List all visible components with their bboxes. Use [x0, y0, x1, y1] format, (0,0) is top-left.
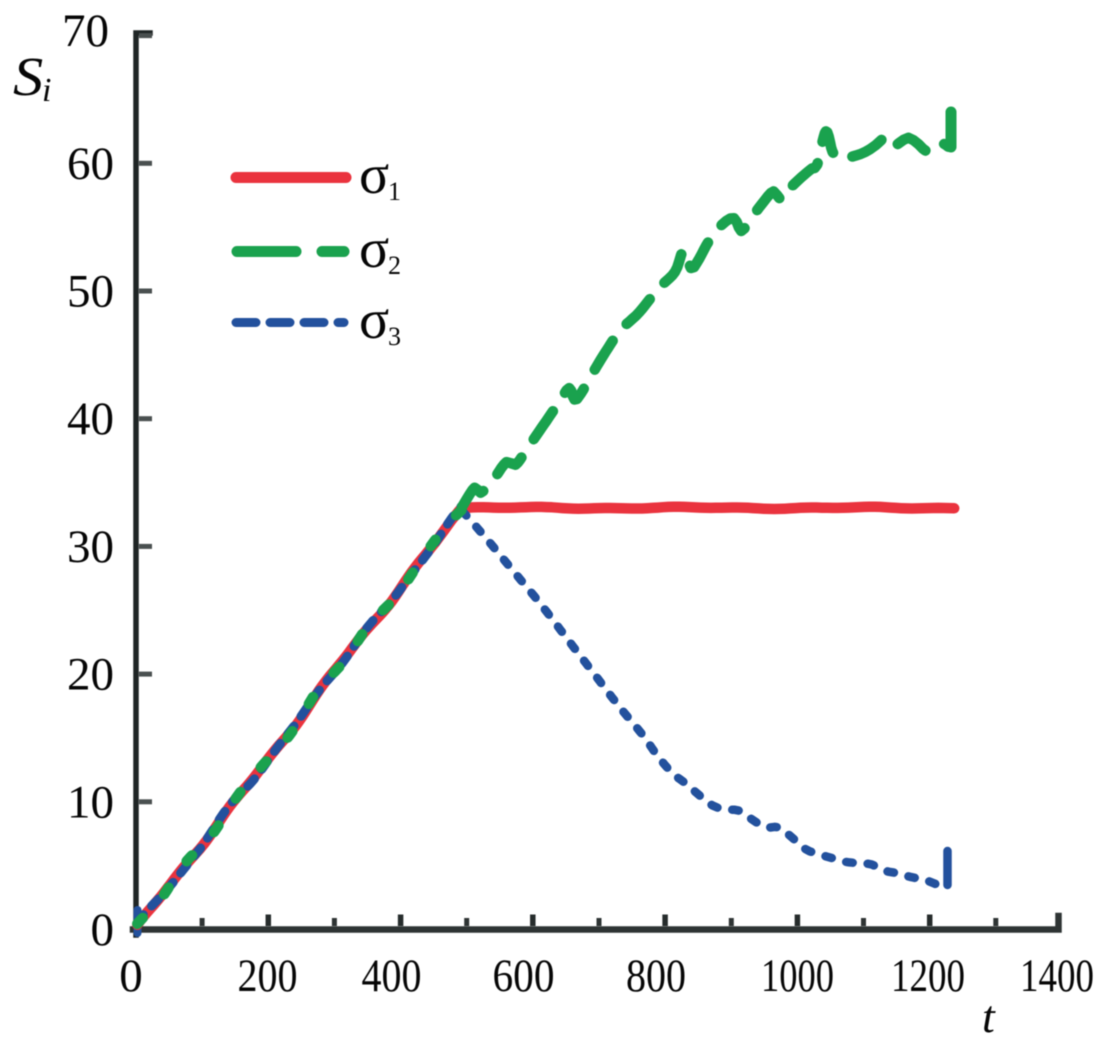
- svg-text:1: 1: [388, 177, 401, 206]
- svg-text:σ: σ: [359, 289, 389, 351]
- svg-text:10: 10: [67, 776, 114, 828]
- svg-text:3: 3: [388, 322, 401, 351]
- svg-text:1000: 1000: [761, 950, 834, 1002]
- svg-text:S: S: [13, 46, 43, 108]
- svg-text:200: 200: [238, 950, 298, 1002]
- svg-text:σ: σ: [359, 144, 389, 206]
- svg-text:0: 0: [91, 904, 115, 956]
- svg-text:i: i: [42, 72, 51, 109]
- svg-text:70: 70: [62, 5, 109, 57]
- svg-text:1400: 1400: [1020, 950, 1094, 1002]
- svg-text:400: 400: [362, 950, 422, 1002]
- svg-text:0: 0: [119, 950, 143, 1002]
- svg-text:1200: 1200: [891, 950, 965, 1002]
- svg-text:2: 2: [388, 251, 401, 280]
- svg-text:30: 30: [67, 521, 114, 573]
- svg-text:800: 800: [626, 950, 686, 1002]
- svg-text:60: 60: [67, 138, 114, 190]
- svg-text:t: t: [982, 991, 996, 1042]
- svg-text:50: 50: [67, 266, 114, 318]
- svg-text:σ: σ: [359, 218, 389, 280]
- svg-text:600: 600: [493, 950, 555, 1002]
- svg-text:20: 20: [67, 649, 114, 701]
- svg-text:40: 40: [67, 393, 114, 445]
